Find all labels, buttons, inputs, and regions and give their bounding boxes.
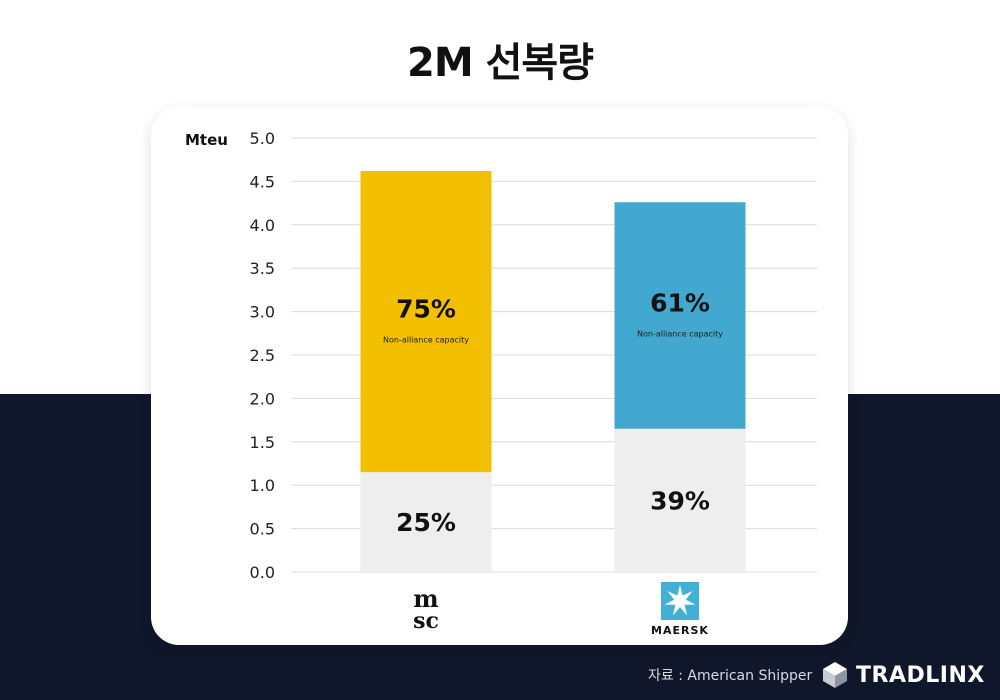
page-title: 2M 선복량: [407, 40, 594, 86]
data-sublabel: Non-alliance capacity: [383, 336, 469, 345]
data-label: 75%: [396, 295, 456, 324]
y-tick-label: 1.0: [250, 476, 275, 495]
y-axis-label: Mteu: [185, 131, 228, 149]
msc-logo-icon-line-1: m: [413, 584, 438, 613]
brand-name: TRADLINX: [856, 662, 985, 688]
y-tick-label: 3.0: [250, 303, 275, 322]
y-tick-label: 3.5: [250, 259, 275, 278]
data-label: 39%: [650, 486, 710, 515]
data-label: 61%: [650, 289, 710, 318]
stacked-bar-chart: Mteu 0.0 0.5 1.0 1.5 2.0 2.5 3.0 3.5 4.0 4.5 5.0 25%…: [185, 129, 817, 637]
data-label: 25%: [396, 508, 456, 537]
y-tick-label: 2.0: [250, 389, 275, 408]
y-tick-label: 5.0: [250, 129, 275, 148]
y-tick-label: 0.5: [250, 520, 275, 539]
bar-msc-segment-0: [360, 472, 492, 572]
y-tick-label: 4.0: [250, 216, 275, 235]
y-tick-label: 4.5: [250, 172, 275, 191]
y-tick-label: 2.5: [250, 346, 275, 365]
maersk-logo-icon-star: [664, 585, 696, 616]
tradlinx-cube-icon: [823, 662, 847, 688]
bar-maersk-segment-1: [614, 202, 746, 429]
chart-card: Mteu 0.0 0.5 1.0 1.5 2.0 2.5 3.0 3.5 4.0 4.5 5.0 25%…: [151, 107, 848, 645]
bar-msc-segment-1: [360, 170, 492, 473]
data-sublabel: Non-alliance capacity: [637, 330, 723, 339]
msc-logo-icon-line-2: sc: [413, 608, 439, 634]
y-tick-label: 1.5: [250, 433, 275, 452]
brand-logo: TRADLINX: [822, 660, 985, 690]
maersk-logo-icon-wordmark: MAERSK: [651, 624, 709, 637]
y-tick-label: 0.0: [250, 563, 275, 582]
bar-maersk-segment-0: [614, 428, 746, 572]
source-caption: 자료 : American Shipper: [648, 668, 813, 684]
